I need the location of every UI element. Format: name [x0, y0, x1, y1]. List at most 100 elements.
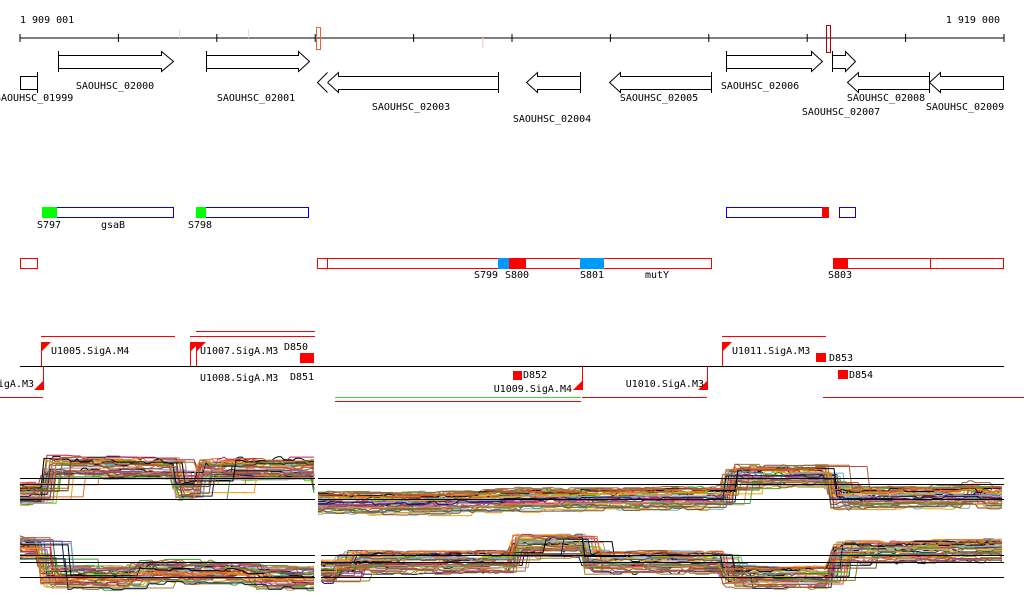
- gene-SAOUHSC_02005[interactable]: SAOUHSC_02005: [608, 71, 712, 104]
- terminator-D854[interactable]: D854: [838, 370, 873, 381]
- expression-profile-line: [20, 558, 314, 591]
- terminator-label: D850: [284, 342, 308, 353]
- segment-label: S799: [474, 270, 498, 281]
- expression-profile-line: [321, 541, 1002, 578]
- gene-track: SAOUHSC_01999 SAOUHSC_02000 SAOUHSC_0200…: [0, 50, 1004, 125]
- expression-profile-line: [20, 553, 315, 587]
- expression-profile-line: [20, 464, 314, 493]
- segment-S799-S800[interactable]: S799 S800: [317, 258, 581, 281]
- gene-label: SAOUHSC_02006: [721, 81, 799, 92]
- gene-SAOUHSC_02001[interactable]: SAOUHSC_02001: [206, 50, 311, 104]
- terminator-label: D853: [829, 353, 853, 364]
- expression-profile-line: [321, 547, 1002, 583]
- expression-profile-line: [19, 537, 314, 572]
- segment-S797[interactable]: S797 gsaB: [37, 207, 174, 231]
- expression-profile-line: [20, 553, 314, 586]
- expression-profile-line: [20, 546, 314, 582]
- promoter-label: U1008.SigA.M3: [200, 373, 278, 384]
- coordinate-ruler: 1 909 001 1 919 000: [19, 15, 1005, 53]
- expression-tracks: [19, 454, 1004, 592]
- promoter-U1007.SigA.M3[interactable]: U1007.SigA.M3: [190, 342, 279, 366]
- segment-label: S797: [37, 220, 61, 231]
- promoter-U1008.SigA.M3[interactable]: U1008.SigA.M3: [196, 342, 279, 384]
- position-marker[interactable]: [316, 27, 321, 50]
- terminator-D850-D851[interactable]: D850 D851: [284, 342, 314, 383]
- expression-profile-line: [19, 541, 315, 576]
- gene-symbol-label: mutY: [645, 270, 669, 281]
- terminator-D852[interactable]: D852: [513, 370, 547, 381]
- promoter-label: U1009.SigA.M4: [494, 384, 572, 395]
- segment-unlabeled[interactable]: [726, 207, 830, 218]
- segment-label: S801: [580, 270, 604, 281]
- promoter-label: U1010.SigA.M3: [626, 379, 704, 390]
- gene-SAOUHSC_02003[interactable]: SAOUHSC_02003: [316, 71, 499, 113]
- position-marker[interactable]: [826, 25, 831, 53]
- gene-SAOUHSC_02008[interactable]: SAOUHSC_02008: [846, 71, 930, 105]
- gene-label: SAOUHSC_02005: [620, 93, 698, 104]
- promoter-U1011.SigA.M3[interactable]: U1011.SigA.M3: [722, 342, 811, 366]
- promoter-track: U1005.SigA.M4 U1007.SigA.M3 U1008.SigA.M…: [0, 331, 1024, 402]
- promoter-label: U1011.SigA.M3: [732, 346, 810, 357]
- gene-SAOUHSC_02004[interactable]: SAOUHSC_02004: [513, 71, 591, 125]
- gene-label: SAOUHSC_02000: [76, 81, 154, 92]
- terminator-label: D852: [523, 370, 547, 381]
- gene-label: SAOUHSC_02007: [802, 107, 880, 118]
- terminator-D853[interactable]: D853: [816, 353, 853, 364]
- expression-profile-line: [19, 535, 314, 569]
- expression-profile-line: [317, 481, 1003, 513]
- expression-profile-line: [317, 466, 1003, 498]
- segment-unlabeled[interactable]: [839, 207, 856, 218]
- gene-label: SAOUHSC_02004: [513, 114, 591, 125]
- expression-profile-line: [20, 547, 314, 583]
- gene-symbol-label: gsaB: [101, 220, 125, 231]
- expression-profile-line: [20, 469, 314, 499]
- segment-label: S798: [188, 220, 212, 231]
- segment-unlabeled[interactable]: [20, 258, 38, 269]
- segment-S801[interactable]: S801 mutY: [580, 258, 712, 281]
- gene-label: SAOUHSC_02003: [372, 102, 450, 113]
- gene-label: SAOUHSC_01999: [0, 93, 73, 104]
- expression-profile-line: [321, 534, 1002, 570]
- gene-label: SAOUHSC_02009: [926, 102, 1004, 113]
- forward-segment-track: S797 gsaB S798: [37, 207, 856, 231]
- gene-label: SAOUHSC_02008: [847, 93, 925, 104]
- promoter-label: U1007.SigA.M3: [200, 346, 278, 357]
- expression-profile-line: [321, 553, 1002, 588]
- gene-SAOUHSC_02006[interactable]: SAOUHSC_02006: [721, 50, 824, 92]
- promoter-U1005.SigA.M4[interactable]: U1005.SigA.M4: [41, 342, 130, 366]
- gene-SAOUHSC_02000[interactable]: SAOUHSC_02000: [58, 50, 175, 92]
- gene-SAOUHSC_01999[interactable]: SAOUHSC_01999: [0, 72, 73, 104]
- expression-profile-line: [19, 462, 314, 493]
- ruler-end-label: 1 919 000: [946, 15, 1000, 26]
- promoter-U1010.SigA.M3[interactable]: U1010.SigA.M3: [626, 366, 708, 390]
- segment-S803[interactable]: S803: [828, 258, 1004, 281]
- expression-profile-line: [318, 464, 1002, 496]
- position-marker: [482, 38, 484, 48]
- gene-SAOUHSC_02009[interactable]: SAOUHSC_02009: [926, 71, 1004, 113]
- expression-profile-line: [318, 480, 1002, 514]
- segment-S798[interactable]: S798: [188, 207, 309, 231]
- terminator-label: D854: [849, 370, 873, 381]
- expression-profile-line: [318, 470, 1002, 501]
- segment-label: S800: [505, 270, 529, 281]
- position-marker: [179, 29, 180, 38]
- promoter-U1009.SigA.M4[interactable]: U1009.SigA.M4: [494, 366, 583, 395]
- position-marker: [248, 29, 249, 38]
- ruler-start-label: 1 909 001: [20, 15, 74, 26]
- transcript-extent-lines: [0, 331, 1024, 402]
- gene-label: SAOUHSC_02001: [217, 93, 295, 104]
- expression-profile-line: [19, 456, 314, 488]
- expression-profile-line: [318, 474, 1002, 506]
- expression-profile-line: [320, 536, 1002, 572]
- gene-SAOUHSC_02007[interactable]: SAOUHSC_02007: [802, 50, 880, 118]
- promoter-U1004.SigA.M3[interactable]: U1004.SigA.M3: [0, 366, 44, 390]
- terminator-label: D851: [290, 372, 314, 383]
- expression-profile-line: [19, 457, 314, 489]
- promoter-label: U1004.SigA.M3: [0, 379, 34, 390]
- expression-profile-line: [317, 478, 1003, 510]
- promoter-label: U1005.SigA.M4: [51, 346, 129, 357]
- reverse-segment-track: S799 S800 S801 mutY S803: [20, 258, 1004, 281]
- ruler-ticks: [19, 34, 1005, 42]
